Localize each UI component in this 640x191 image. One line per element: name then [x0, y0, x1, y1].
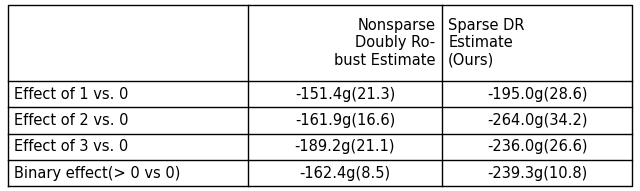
Text: Sparse DR
Estimate
(Ours): Sparse DR Estimate (Ours) [448, 18, 525, 68]
Text: Effect of 3 vs. 0: Effect of 3 vs. 0 [14, 139, 129, 154]
Text: -161.9g(16.6): -161.9g(16.6) [295, 113, 395, 128]
Text: Effect of 2 vs. 0: Effect of 2 vs. 0 [14, 113, 129, 128]
Text: Binary effect(> 0 vs 0): Binary effect(> 0 vs 0) [14, 166, 180, 180]
Text: -162.4g(8.5): -162.4g(8.5) [300, 166, 390, 180]
Text: Nonsparse
Doubly Ro-
bust Estimate: Nonsparse Doubly Ro- bust Estimate [334, 18, 435, 68]
Text: -189.2g(21.1): -189.2g(21.1) [295, 139, 396, 154]
Text: -264.0g(34.2): -264.0g(34.2) [487, 113, 588, 128]
Text: -195.0g(28.6): -195.0g(28.6) [487, 87, 588, 102]
Text: Effect of 1 vs. 0: Effect of 1 vs. 0 [14, 87, 129, 102]
Text: -236.0g(26.6): -236.0g(26.6) [487, 139, 588, 154]
Text: -239.3g(10.8): -239.3g(10.8) [487, 166, 587, 180]
Text: -151.4g(21.3): -151.4g(21.3) [295, 87, 395, 102]
